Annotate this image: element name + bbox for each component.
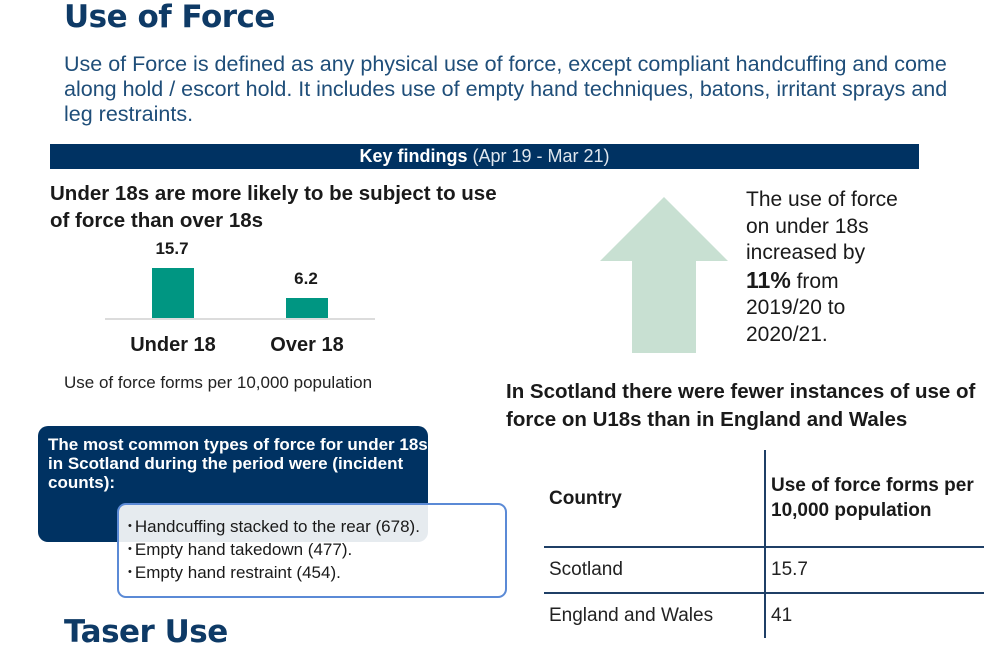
bar-under-18 bbox=[152, 268, 194, 318]
cell-rate: 41 bbox=[764, 592, 984, 638]
increase-line-rest: from bbox=[790, 269, 839, 293]
key-findings-label: Key findings bbox=[359, 146, 468, 166]
table-row: Scotland 15.7 bbox=[544, 546, 984, 593]
table-header-row: Country Use of force forms per 10,000 po… bbox=[544, 450, 984, 547]
list-item: Empty hand takedown (477). bbox=[128, 538, 420, 561]
bar-value-over-18: 6.2 bbox=[294, 269, 318, 288]
key-findings-period: (Apr 19 - Mar 21) bbox=[472, 146, 610, 166]
increase-line: on under 18s bbox=[746, 214, 869, 238]
increase-percent: 11% bbox=[746, 266, 791, 293]
intro-paragraph: Use of Force is defined as any physical … bbox=[64, 52, 948, 126]
increase-line: 2019/20 to bbox=[746, 296, 846, 319]
column-header-country: Country bbox=[549, 487, 622, 509]
common-types-list: Handcuffing stacked to the rear (678). E… bbox=[128, 515, 420, 584]
increase-line: The use of force bbox=[746, 188, 898, 211]
increase-statement: The use of force on under 18s increased … bbox=[746, 187, 966, 348]
column-header-rate: Use of force forms per 10,000 population bbox=[764, 450, 984, 547]
country-comparison-table: Country Use of force forms per 10,000 po… bbox=[544, 450, 984, 638]
key-findings-banner: Key findings (Apr 19 - Mar 21) bbox=[50, 144, 919, 169]
bar-over-18 bbox=[286, 298, 328, 318]
increase-line: 11% from bbox=[746, 267, 966, 296]
page-title: Use of Force bbox=[64, 0, 275, 35]
table-row: England and Wales 41 bbox=[544, 592, 984, 638]
bar-value-under-18: 15.7 bbox=[155, 239, 189, 258]
chart-caption: Use of force forms per 10,000 population bbox=[64, 373, 373, 392]
increase-line: 2020/21. bbox=[746, 322, 828, 346]
up-arrow-icon bbox=[600, 197, 728, 353]
list-item: Handcuffing stacked to the rear (678). bbox=[128, 515, 420, 538]
cell-country: Scotland bbox=[544, 546, 765, 593]
list-item: Empty hand restraint (454). bbox=[128, 561, 420, 584]
chart-baseline bbox=[105, 318, 375, 320]
chart-heading: Under 18s are more likely to be subject … bbox=[50, 182, 497, 232]
category-under-18: Under 18 bbox=[130, 334, 216, 356]
increase-line: increased by bbox=[746, 241, 866, 264]
cell-country: England and Wales bbox=[544, 592, 765, 638]
cell-rate: 15.7 bbox=[764, 546, 984, 593]
age-bar-chart: 15.7 6.2 Under 18 Over 18 bbox=[100, 235, 380, 395]
section-title-taser-use: Taser Use bbox=[64, 614, 228, 650]
category-over-18: Over 18 bbox=[270, 334, 344, 356]
common-types-heading: The most common types of force for under… bbox=[48, 435, 428, 492]
table-heading: In Scotland there were fewer instances o… bbox=[506, 380, 976, 431]
